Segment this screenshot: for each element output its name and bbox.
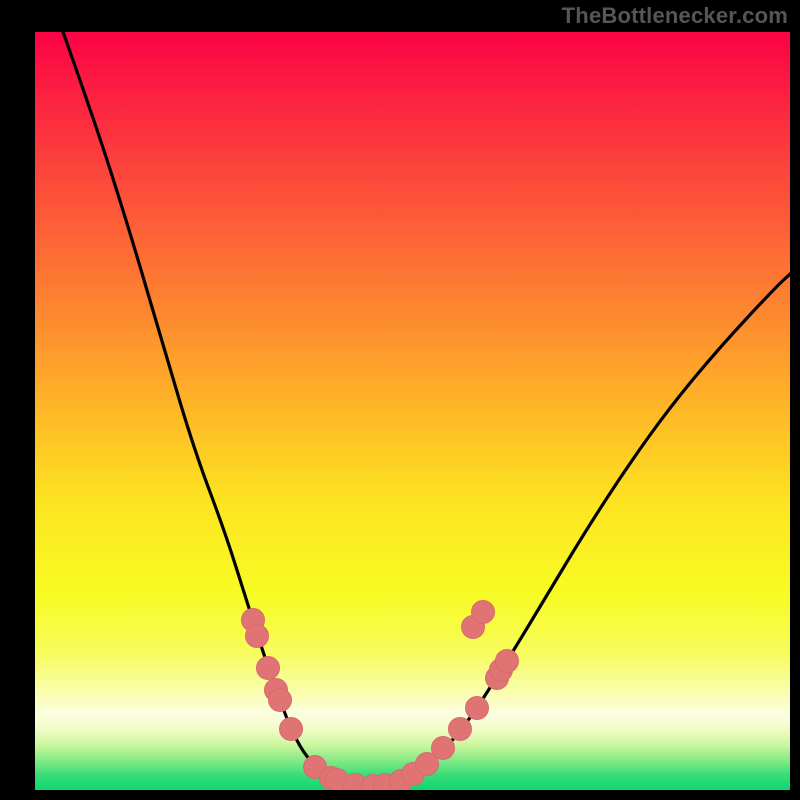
chart-frame: TheBottlenecker.com <box>0 0 800 800</box>
data-marker <box>496 650 519 673</box>
data-marker <box>246 625 269 648</box>
data-marker <box>280 718 303 741</box>
data-marker <box>472 601 495 624</box>
data-marker <box>269 689 292 712</box>
gradient-background <box>35 32 790 790</box>
watermark-label: TheBottlenecker.com <box>562 3 788 29</box>
data-marker <box>432 737 455 760</box>
chart-canvas <box>0 0 800 800</box>
data-marker <box>257 657 280 680</box>
data-marker <box>466 697 489 720</box>
data-marker <box>449 718 472 741</box>
